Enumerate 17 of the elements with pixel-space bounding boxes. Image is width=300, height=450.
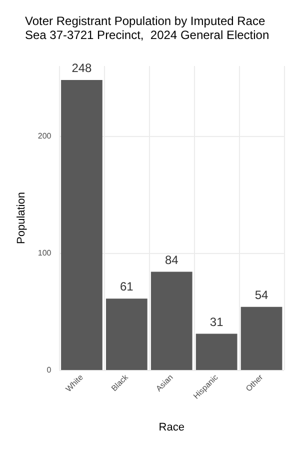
data-label: 61 [120, 280, 134, 294]
data-label: 31 [210, 314, 224, 329]
bar [240, 306, 282, 370]
chart-title: Voter Registrant Population by Imputed Race [25, 14, 266, 28]
data-label: 54 [254, 288, 269, 302]
y-tick-label: 200 [38, 132, 52, 141]
bar [150, 272, 192, 370]
y-tick-label: 0 [46, 366, 52, 374]
y-tick-label: 100 [38, 248, 52, 258]
bar [61, 80, 102, 370]
chart-subtitle: Sea 37-3721 Precinct, 2024 General Election [25, 28, 270, 42]
bar [196, 334, 238, 370]
x-axis-title: Race [158, 422, 184, 434]
y-axis-title: Population [16, 192, 28, 244]
bar [106, 298, 148, 370]
data-label: 248 [72, 61, 92, 76]
data-label: 84 [164, 252, 179, 267]
